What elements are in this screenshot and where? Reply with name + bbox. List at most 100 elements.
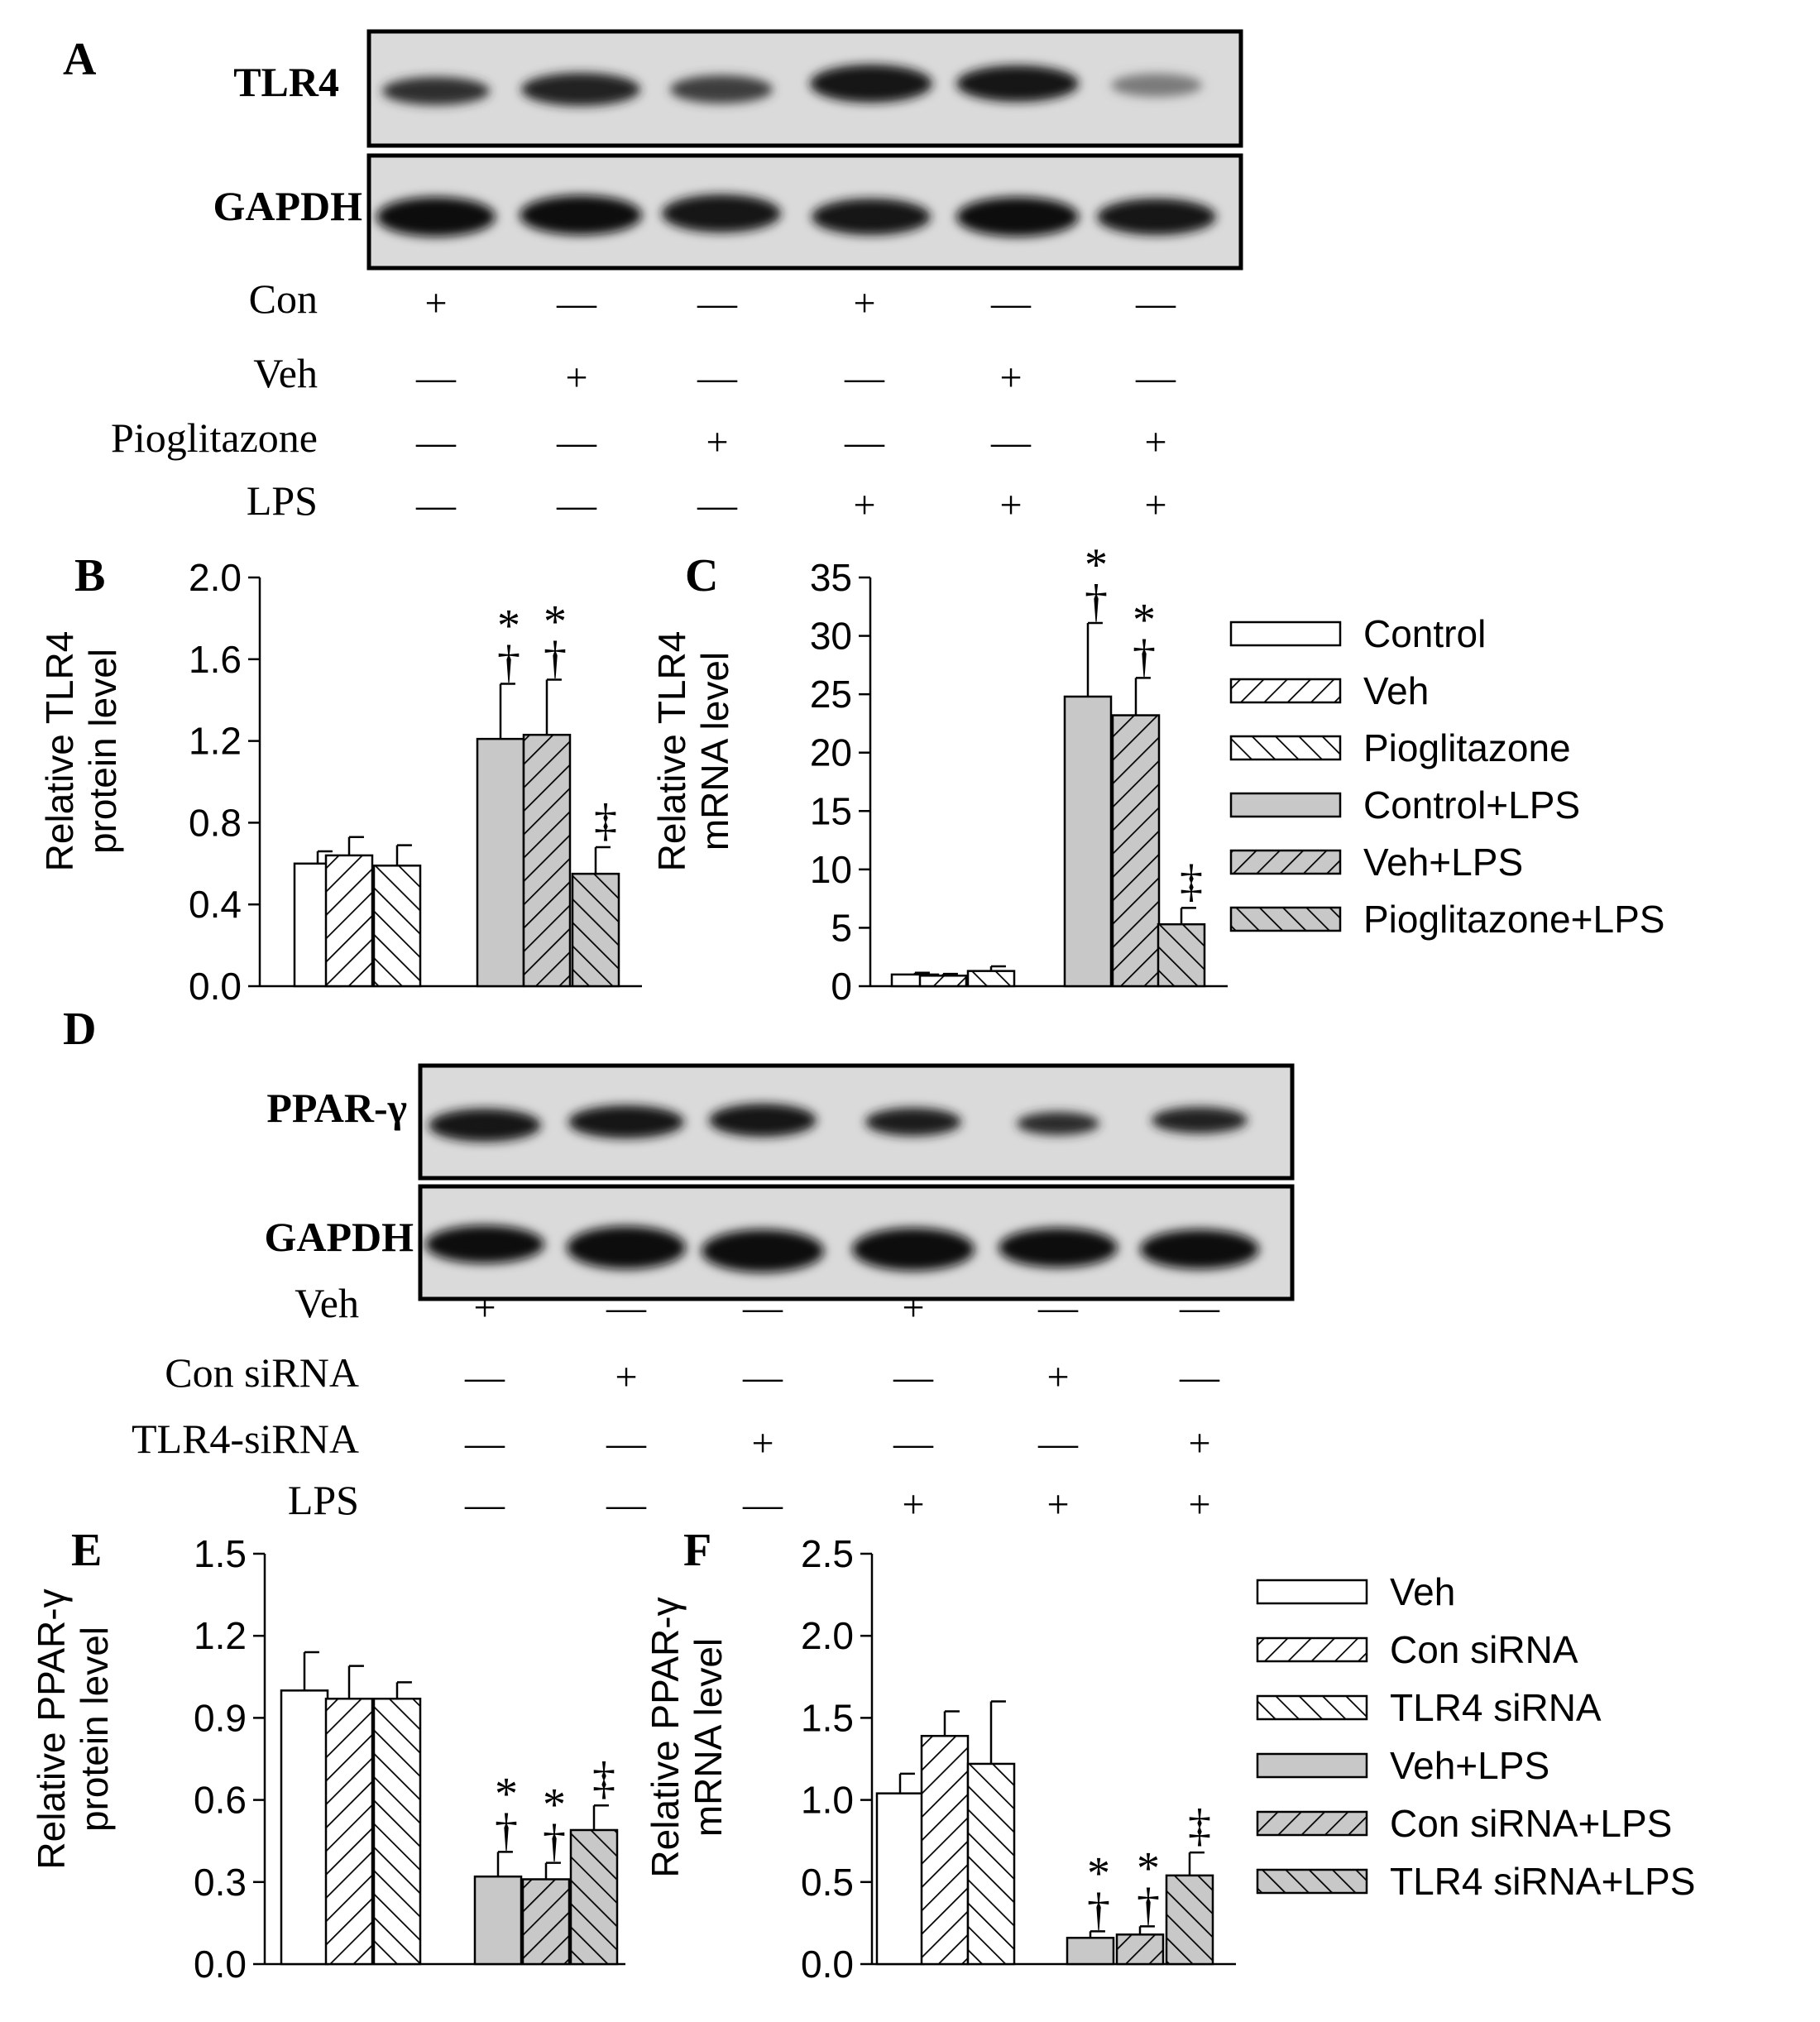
legend-label: Con siRNA+LPS (1390, 1802, 1672, 1845)
blot-ppar (418, 1063, 1295, 1181)
ylabel-b: Relative TLR4 protein level (38, 631, 124, 872)
annotation-dagger: † (497, 636, 520, 688)
y-tick-label: 0.9 (194, 1696, 247, 1739)
treatment-label: LPS (288, 1477, 359, 1523)
plus-sign: + (902, 1483, 924, 1526)
legend-swatch (1229, 620, 1342, 647)
annotation-asterisk: * (543, 1780, 566, 1831)
plus-sign: + (1144, 483, 1166, 527)
minus-sign: — (556, 281, 597, 325)
y-tick-label: 1.5 (194, 1532, 247, 1575)
annotation-dagger: † (544, 633, 567, 684)
y-tick-label: 0.8 (189, 801, 242, 844)
legend-label: TLR4 siRNA+LPS (1390, 1860, 1695, 1903)
legend-swatch (1256, 1636, 1368, 1663)
bar (571, 872, 620, 988)
annotation-asterisk: * (1087, 1847, 1110, 1899)
y-tick-label: 1.5 (801, 1696, 854, 1739)
annotation-dagger: † (1137, 1879, 1160, 1930)
plus-sign: + (853, 483, 875, 527)
ylabel-e-line1: Relative PPAR-γ (30, 1588, 73, 1869)
minus-sign: — (1179, 1286, 1220, 1330)
bar (473, 1875, 523, 1966)
minus-sign: — (606, 1421, 647, 1465)
bar (918, 975, 968, 988)
minus-sign: — (990, 420, 1032, 464)
y-tick-label: 1.2 (194, 1614, 247, 1657)
y-tick-label: 0.6 (194, 1779, 247, 1822)
y-tick-label: 1.2 (189, 720, 242, 763)
bar (1115, 1933, 1165, 1966)
y-tick-label: 5 (831, 906, 852, 949)
blot-label-gapdh-d: GAPDH (264, 1214, 414, 1260)
annotation-asterisk: * (1133, 594, 1156, 645)
minus-sign: — (742, 1286, 783, 1330)
annotation-double-dagger: ‡ (594, 795, 617, 846)
bar (1157, 922, 1206, 988)
bar (920, 1734, 970, 1966)
blot-gapdh-d (418, 1184, 1295, 1301)
y-tick-label: 0.0 (801, 1943, 854, 1986)
minus-sign: — (697, 356, 738, 400)
plus-sign: + (706, 420, 728, 464)
annotation-dagger: † (1133, 630, 1156, 682)
plus-sign: + (1046, 1483, 1069, 1526)
minus-sign: — (464, 1355, 505, 1399)
ylabel-e-line2: protein level (73, 1627, 116, 1832)
panel-label-f: F (683, 1525, 711, 1576)
treatment-label: Veh (253, 350, 318, 396)
annotation-dagger: † (495, 1804, 518, 1856)
annotation-dagger: † (543, 1816, 566, 1867)
y-tick-label: 2.0 (801, 1614, 854, 1657)
bar (966, 1762, 1016, 1966)
treatment-table-d: Veh + — — + — — Con siRNA — + — — + — TLR4-siRNA — — + — — +… (132, 1280, 1220, 1526)
blot-label-ppar: PPAR-γ (266, 1085, 407, 1131)
minus-sign: — (606, 1483, 647, 1526)
bar (1063, 695, 1113, 988)
ylabel-e: Relative PPAR-γ protein level (30, 1588, 116, 1869)
minus-sign: — (415, 356, 457, 400)
minus-sign: — (556, 483, 597, 527)
minus-sign: — (606, 1286, 647, 1330)
panel-label-a: A (63, 34, 97, 85)
plus-sign: + (565, 356, 587, 400)
annotation-asterisk: * (495, 1768, 518, 1819)
annotation-double-dagger: ‡ (592, 1753, 615, 1804)
blot-label-tlr4: TLR4 (233, 59, 339, 105)
bar (966, 970, 1016, 988)
bar (1111, 714, 1161, 988)
plus-sign: + (999, 356, 1022, 400)
panel-label-e: E (71, 1525, 102, 1576)
chart-e: 0.00.30.60.91.21.5†*†*‡ (194, 1532, 625, 1986)
blot-label-gapdh-a: GAPDH (213, 183, 362, 229)
legend-label: TLR4 siRNA (1390, 1686, 1602, 1729)
legend-swatch (1256, 1810, 1368, 1837)
ylabel-c: Relative TLR4 mRNA level (650, 631, 736, 872)
legend-swatch (1256, 1868, 1368, 1895)
bar (280, 1689, 329, 1966)
blot-tlr4 (366, 29, 1243, 148)
treatment-label: Con (249, 276, 318, 322)
minus-sign: — (893, 1421, 934, 1465)
legend-bottom: Veh Con siRNA TLR4 siRNA Veh+LPS Con siRNA+L… (1256, 1570, 1695, 1903)
bar (1165, 1874, 1214, 1966)
ylabel-b-line2: protein level (81, 649, 124, 854)
bar (372, 1698, 422, 1966)
annotation-asterisk: * (544, 597, 567, 648)
plus-sign: + (424, 281, 447, 325)
ylabel-f-line2: mRNA level (687, 1638, 730, 1837)
bar (875, 1792, 925, 1966)
legend-swatch (1256, 1579, 1368, 1605)
y-tick-label: 2.0 (189, 556, 242, 599)
minus-sign: — (556, 420, 597, 464)
legend-label: Control+LPS (1363, 783, 1580, 827)
legend-label: Con siRNA (1390, 1628, 1578, 1671)
annotation-double-dagger: ‡ (1180, 855, 1203, 907)
panel-label-d: D (63, 1004, 96, 1055)
chart-f: 0.00.51.01.52.02.5†*†*‡ (801, 1532, 1236, 1986)
bar (522, 733, 572, 988)
legend-swatch (1229, 792, 1342, 818)
minus-sign: — (415, 483, 457, 527)
ylabel-f: Relative PPAR-γ mRNA level (644, 1597, 730, 1877)
